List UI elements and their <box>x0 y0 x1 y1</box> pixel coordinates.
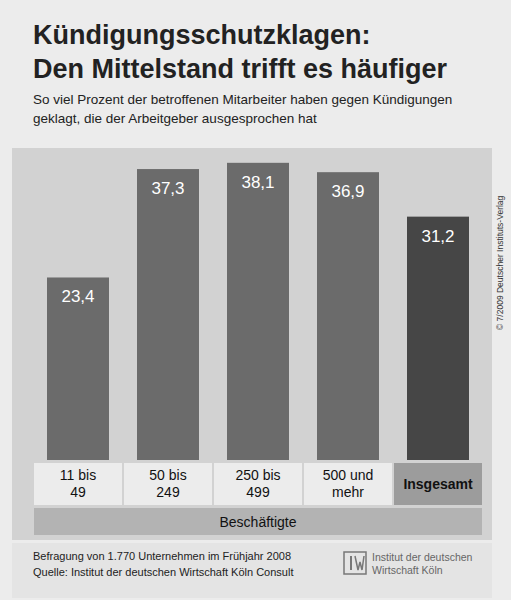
subtitle: So viel Prozent der betroffenen Mitarbei… <box>33 92 452 107</box>
axis-band <box>34 508 482 535</box>
source: Quelle: Institut der deutschen Wirtschaf… <box>33 566 293 578</box>
subtitle: geklagt, die der Arbeitgeber ausgesproch… <box>33 111 317 126</box>
logo-text: Wirtschaft Köln <box>372 564 443 576</box>
data-label: 23,4 <box>61 287 94 306</box>
data-label: 37,3 <box>151 179 184 198</box>
data-label: 38,1 <box>241 173 274 192</box>
bar <box>227 163 289 460</box>
tick-label: 49 <box>70 484 86 500</box>
tick-label: 50 bis <box>149 467 186 483</box>
bar <box>47 277 109 460</box>
tick-label: 11 bis <box>60 467 96 483</box>
logo-icon <box>350 556 352 570</box>
category-box <box>394 463 482 505</box>
logo-icon <box>355 556 364 570</box>
footer <box>12 543 492 598</box>
tick-label: 249 <box>156 484 180 500</box>
axis-title: Beschäftigte <box>219 514 296 530</box>
chart: Kündigungsschutzklagen: Den Mittelstand t… <box>0 0 511 600</box>
bar <box>317 172 379 460</box>
tick-label: mehr <box>332 484 364 500</box>
tick-label: 250 bis <box>235 467 280 483</box>
title: Kündigungsschutzklagen: <box>33 20 371 50</box>
category-box <box>34 463 122 505</box>
data-label: 31,2 <box>421 227 454 246</box>
background <box>0 0 511 600</box>
category-box <box>214 463 302 505</box>
logo-text: Institut der deutschen <box>372 551 473 563</box>
tick-label: 499 <box>246 484 270 500</box>
tick-label: 500 und <box>323 467 374 483</box>
copyright: © 7/2009 Deutscher Instituts-Verlag <box>495 195 505 330</box>
title: Den Mittelstand trifft es häufiger <box>33 54 448 84</box>
logo-icon <box>344 552 366 574</box>
bars <box>47 163 469 460</box>
labels: 23,4 37,3 38,1 36,9 31,2 <box>61 173 454 307</box>
category-box <box>304 463 392 505</box>
bar <box>137 169 199 460</box>
bar <box>407 217 469 460</box>
tick-label: Insgesamt <box>403 476 473 492</box>
note: Befragung von 1.770 Unternehmen im Frühj… <box>33 550 291 562</box>
data-label: 36,9 <box>331 182 364 201</box>
plot-panel <box>12 148 492 540</box>
category-box <box>124 463 212 505</box>
